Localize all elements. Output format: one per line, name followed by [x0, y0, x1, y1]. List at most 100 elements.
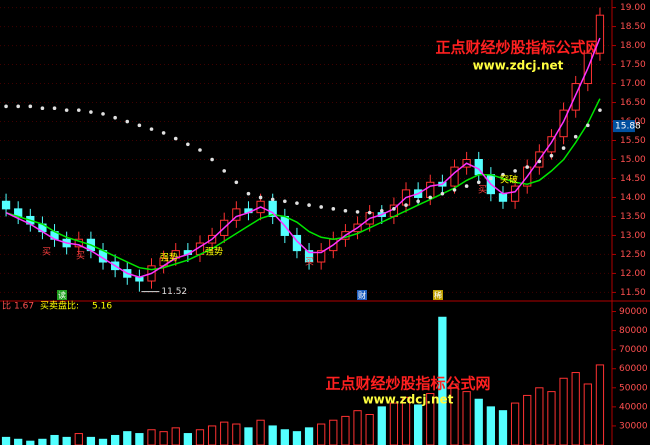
volume-bar: [304, 427, 314, 445]
indicator-dot: [198, 148, 202, 152]
volume-bar: [595, 364, 605, 445]
y-tick-label: 14.00: [620, 193, 646, 203]
volume-bar: [389, 402, 399, 445]
volume-bar: [329, 419, 338, 445]
volume-bar: [135, 433, 144, 445]
y-tick-label: 13.00: [620, 231, 646, 241]
indicator-dot: [149, 127, 154, 131]
signal-label: 买: [305, 257, 314, 268]
y-tick-label: 60000: [619, 364, 648, 374]
candle-body: [292, 234, 302, 252]
volume-bar: [256, 419, 265, 445]
indicator-dot: [464, 184, 469, 188]
panel-label: 买卖盘比:: [40, 300, 79, 312]
event-label: 稀: [434, 290, 442, 300]
indicator-dot: [319, 205, 323, 209]
y-tick-label: 70000: [619, 345, 648, 355]
y-tick-label: 15.00: [620, 155, 646, 165]
indicator-dot: [598, 108, 602, 112]
indicator-dot: [586, 123, 590, 128]
panel-value: 5.16: [92, 302, 112, 312]
volume-bar: [292, 431, 302, 445]
panel-label: 比: [2, 300, 11, 312]
candle-body: [317, 250, 326, 263]
y-tick-label: 90000: [619, 307, 648, 317]
candle-body: [595, 14, 605, 54]
watermark: www.zdcj.net: [363, 393, 454, 407]
signal-label: 买: [76, 251, 85, 262]
candle-body: [498, 193, 508, 202]
indicator-dot: [355, 210, 360, 214]
signal-label: 买: [42, 247, 51, 258]
candle-body: [304, 250, 314, 263]
indicator-line: [5, 98, 601, 271]
volume-bar: [377, 406, 386, 445]
indicator-dot: [525, 165, 530, 169]
volume-bar: [268, 425, 277, 445]
indicator-dot: [440, 191, 445, 196]
volume-bar: [474, 398, 483, 445]
indicator-dot: [416, 199, 420, 204]
y-tick-label: 12.00: [620, 269, 646, 279]
y-tick-label: 15.50: [620, 136, 646, 146]
indicator-dot: [76, 108, 81, 112]
y-tick-label: 14.50: [620, 174, 646, 184]
event-box: [357, 290, 367, 300]
volume-bar: [171, 427, 180, 445]
indicator-dot: [89, 110, 93, 114]
volume-bar: [1, 436, 11, 445]
indicator-dot: [113, 115, 117, 120]
volume-bar: [86, 436, 96, 445]
signal-label: 突破: [500, 174, 518, 186]
indicator-dot: [331, 207, 336, 211]
volume-bar: [583, 383, 592, 445]
candle-body: [426, 181, 435, 198]
volume-bar: [62, 436, 71, 445]
candle-body: [547, 136, 556, 153]
indicator-dot: [307, 203, 311, 207]
indicator-dot: [125, 119, 130, 124]
indicator-dot: [234, 180, 239, 185]
event-label: 财: [358, 290, 366, 300]
volume-bar: [486, 406, 495, 445]
indicator-dot: [549, 153, 554, 158]
event-box: [57, 290, 67, 300]
indicator-dot: [428, 195, 433, 200]
watermark: 正点财经炒股指标公式网: [325, 375, 490, 393]
volume-bar: [280, 429, 289, 445]
indicator-dot: [295, 201, 299, 205]
indicator-dot: [343, 208, 348, 213]
indicator-dot: [210, 157, 214, 162]
volume-bar: [50, 434, 59, 445]
candle-body: [571, 83, 580, 111]
y-tick-label: 17.00: [620, 79, 646, 89]
watermark: www.zdcj.net: [473, 59, 564, 73]
volume-bar: [365, 413, 374, 445]
indicator-dot: [52, 106, 57, 111]
signal-label: 买: [478, 185, 487, 196]
y-tick-label: 16.50: [620, 98, 646, 108]
volume-bar: [353, 410, 362, 445]
volume-bar: [232, 423, 241, 445]
volume-bar: [401, 396, 411, 445]
volume-bar: [14, 438, 23, 445]
indicator-dot: [404, 203, 408, 207]
volume-bar: [547, 391, 556, 445]
volume-bar: [559, 377, 568, 445]
indicator-dot: [173, 136, 178, 141]
candle-body: [559, 109, 568, 138]
volume-bar: [195, 429, 205, 445]
volume-bar: [498, 410, 508, 445]
volume-bar: [244, 427, 253, 445]
y-tick-label: 30000: [619, 421, 648, 431]
volume-bar: [414, 404, 423, 445]
indicator-dot: [258, 195, 263, 200]
volume-bar: [38, 438, 47, 445]
indicator-dot: [40, 106, 45, 111]
candle-body: [510, 185, 520, 202]
price-marker-box: [613, 120, 635, 133]
indicator-dot: [379, 208, 384, 213]
indicator-dot: [222, 169, 227, 173]
signal-label: 强势: [160, 252, 178, 264]
indicator-dot: [137, 123, 142, 128]
